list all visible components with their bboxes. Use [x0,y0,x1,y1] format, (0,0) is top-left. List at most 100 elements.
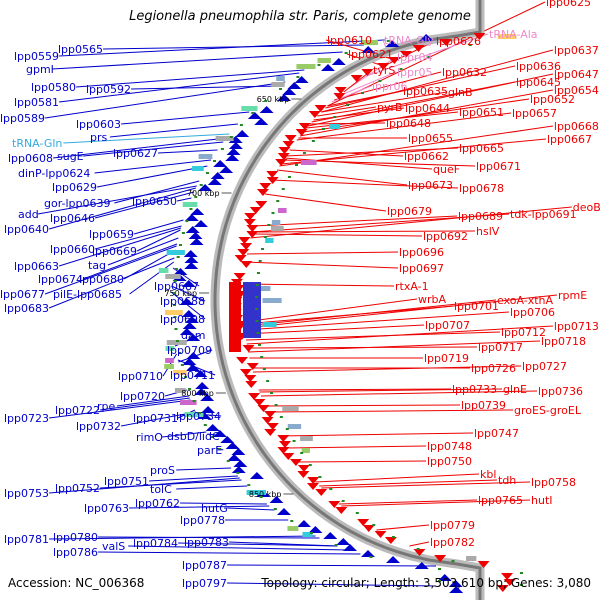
scale-dot [344,52,348,54]
reverse-gene-arrow [246,363,259,370]
gene-function-block [165,358,174,363]
leader-line [245,261,399,269]
forward-gene-arrow [282,88,297,95]
leader-line [260,390,538,397]
reverse-gene-arrow [297,471,310,478]
gene-function-block [241,106,258,111]
leader-line [309,122,386,125]
leader-line [348,56,397,89]
gene-label-left: lpp0786 [53,546,98,559]
leader-line [158,149,218,154]
leader-line [243,283,395,287]
scale-dot [309,532,313,534]
kbp-tick-label: 650 kbp [257,95,290,104]
scale-dot [173,292,177,294]
leader-line [251,213,510,233]
leader-line [59,39,385,57]
gene-label-left: lpp0781 [4,533,49,546]
gene-label-left: lpp0731 [133,412,178,425]
gene-label-right: lpp0648 [386,117,431,130]
gene-label-right: lpp0651 [459,106,504,119]
forward-gene-arrow [185,364,200,371]
gene-label-left: lpp0627 [113,147,158,160]
gene-label-right: lpp0748 [427,440,472,453]
gene-function-block [497,34,517,39]
reverse-gene-arrow [412,45,425,52]
gene-label-right: lpp0733 [452,383,497,396]
scale-dot [173,280,177,282]
gene-label-right: tdk-lpp0691 [510,208,577,221]
gene-label-left: tolC [150,483,172,496]
scale-dot [255,308,259,310]
leader-line [129,505,270,509]
scale-dot [263,236,267,238]
gene-label-left: lpp0711 [170,369,215,382]
leader-line [176,485,248,490]
leader-line [296,112,512,141]
scale-dot [334,544,338,546]
scale-dot [300,452,304,454]
gene-label-right: lpp0758 [531,476,576,489]
gene-label-right: lppr06 [372,80,408,93]
leader-line [248,340,541,353]
leader-line [121,411,196,427]
forward-gene-arrow [336,538,351,545]
gene-label-left: lpp0580 [31,81,76,94]
leader-lines [37,1,572,587]
gene-label-right: lpp0750 [427,455,472,468]
reverse-gene-arrow [279,441,292,448]
forward-gene-arrow [179,298,194,305]
reverse-gene-arrow [261,417,274,424]
scale-dot [258,344,262,346]
leader-line [366,33,489,77]
gene-label-left: lpp0688 [160,295,205,308]
leader-line [170,291,206,320]
gene-label-left: valS [102,540,125,553]
gene-function-block [300,160,317,165]
gene-label-right: lpp0727 [522,360,567,373]
leader-line [341,499,531,507]
reverse-gene-arrow [284,135,297,142]
reverse-gene-arrow [314,105,327,112]
forward-gene-arrow [205,424,220,431]
gene-function-block [173,370,187,375]
leader-line [376,524,430,531]
forward-gene-arrow [181,280,196,287]
forward-gene-arrow [228,142,243,149]
reverse-gene-arrow [350,75,363,82]
gene-label-left: tRNA-Gln [12,137,62,150]
gene-label-right: kbl [480,468,496,481]
gene-function-block [329,124,341,129]
genome-backbone [210,0,485,600]
leader-line [128,545,349,551]
leader-line [280,138,547,165]
forward-gene-arrow [227,454,242,461]
leader-line [317,106,377,117]
gene-label-right: lpp0637 [554,44,599,57]
scale-dot [386,40,390,42]
leader-line [37,185,197,215]
leader-line [229,541,338,547]
reverse-gene-arrow [234,255,247,262]
gene-label-right: deoB [573,201,600,214]
gene-label-right: lpp0718 [541,335,586,348]
forward-gene-arrow [212,430,227,437]
leader-line [171,285,206,302]
gene-label-right: lpp0652 [530,93,575,106]
scale-dot [318,476,322,478]
leader-line [94,191,195,219]
gene-label-left: lpp0592 [86,83,131,96]
scale-dot [194,196,198,198]
scale-dot [292,440,296,442]
scale-dot [426,56,430,58]
forward-gene-arrow [231,466,246,473]
scale-dot [295,164,298,166]
gene-label-left: gpmI [26,63,54,76]
reverse-gene-arrow [244,213,257,220]
forward-gene-arrow [186,352,201,359]
gene-label-right: lpp0662 [404,150,449,163]
scale-dot [273,508,277,510]
scale-dot [274,404,278,406]
gene-label-left: lpp0709 [167,344,212,357]
